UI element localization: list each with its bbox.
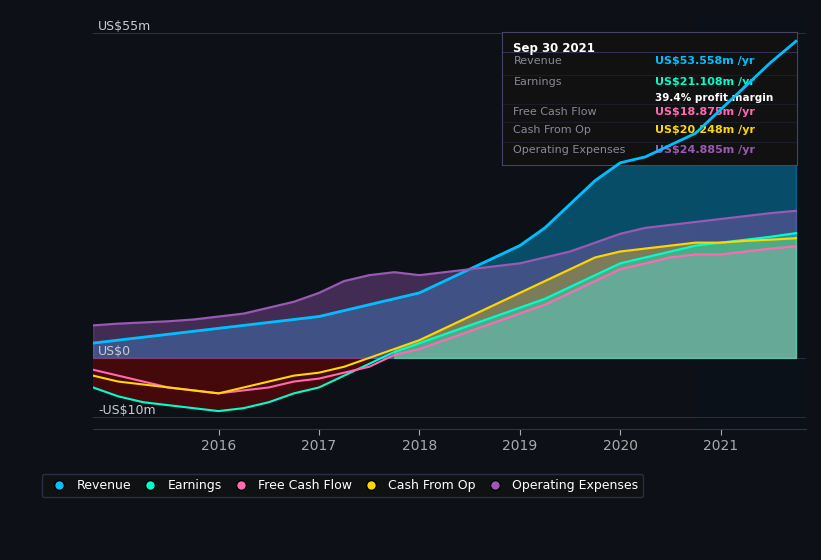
Text: US$0: US$0 — [98, 345, 131, 358]
Bar — [695, 15, 806, 429]
Text: US$55m: US$55m — [98, 20, 151, 32]
Text: -US$10m: -US$10m — [98, 404, 156, 417]
Legend: Revenue, Earnings, Free Cash Flow, Cash From Op, Operating Expenses: Revenue, Earnings, Free Cash Flow, Cash … — [42, 474, 644, 497]
